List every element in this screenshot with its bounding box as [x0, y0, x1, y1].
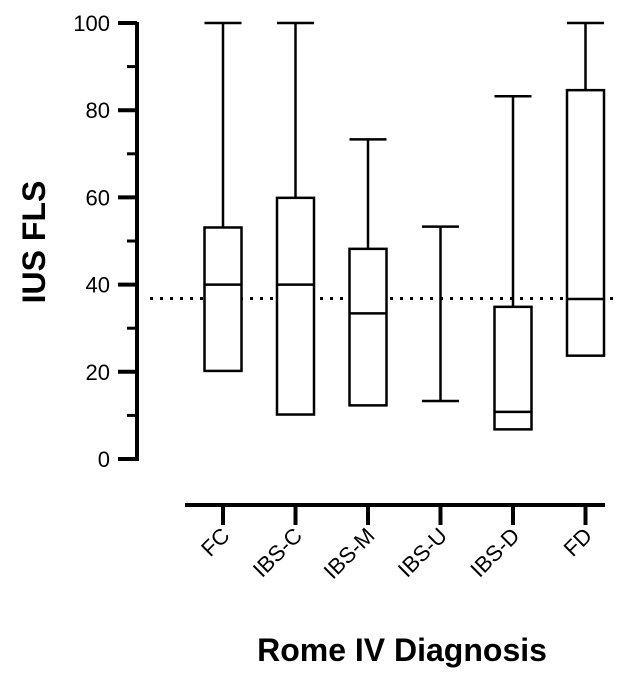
x-axis-tick-labels: FC IBS-C IBS-M IBS-U IBS-D FD	[196, 523, 597, 584]
x-tick-label: IBS-M	[319, 523, 380, 584]
box-fc	[203, 21, 243, 373]
box-ibs-m	[348, 138, 388, 407]
x-axis-ticks	[221, 505, 588, 525]
y-axis-minor-ticks	[127, 65, 137, 417]
box-ibs-c	[275, 21, 316, 416]
box-ibs-d	[493, 94, 533, 431]
y-tick-label: 100	[73, 11, 110, 36]
y-axis-ticks	[118, 21, 137, 461]
y-tick-label: 60	[86, 185, 110, 210]
iqr-box	[348, 247, 388, 407]
x-tick-label: FC	[196, 523, 234, 561]
y-tick-label: 0	[98, 447, 110, 472]
box-ibs-u	[422, 225, 459, 403]
x-tick-label: IBS-D	[465, 523, 524, 582]
y-axis-tick-labels: 0 20 40 60 80 100	[73, 11, 110, 472]
iqr-box	[565, 88, 606, 357]
iqr-box	[275, 196, 316, 416]
y-tick-label: 40	[86, 273, 110, 298]
x-axis-title: Rome IV Diagnosis	[257, 632, 547, 668]
x-tick-label: IBS-U	[393, 523, 452, 582]
y-axis-title: IUS FLS	[16, 181, 52, 304]
x-tick-label: IBS-C	[248, 523, 307, 582]
y-tick-label: 80	[86, 98, 110, 123]
iqr-box	[203, 226, 243, 373]
box-series	[203, 21, 606, 431]
iqr-box	[493, 305, 533, 431]
box-fd	[565, 21, 606, 357]
x-tick-label: FD	[559, 523, 597, 561]
y-tick-label: 20	[86, 360, 110, 385]
